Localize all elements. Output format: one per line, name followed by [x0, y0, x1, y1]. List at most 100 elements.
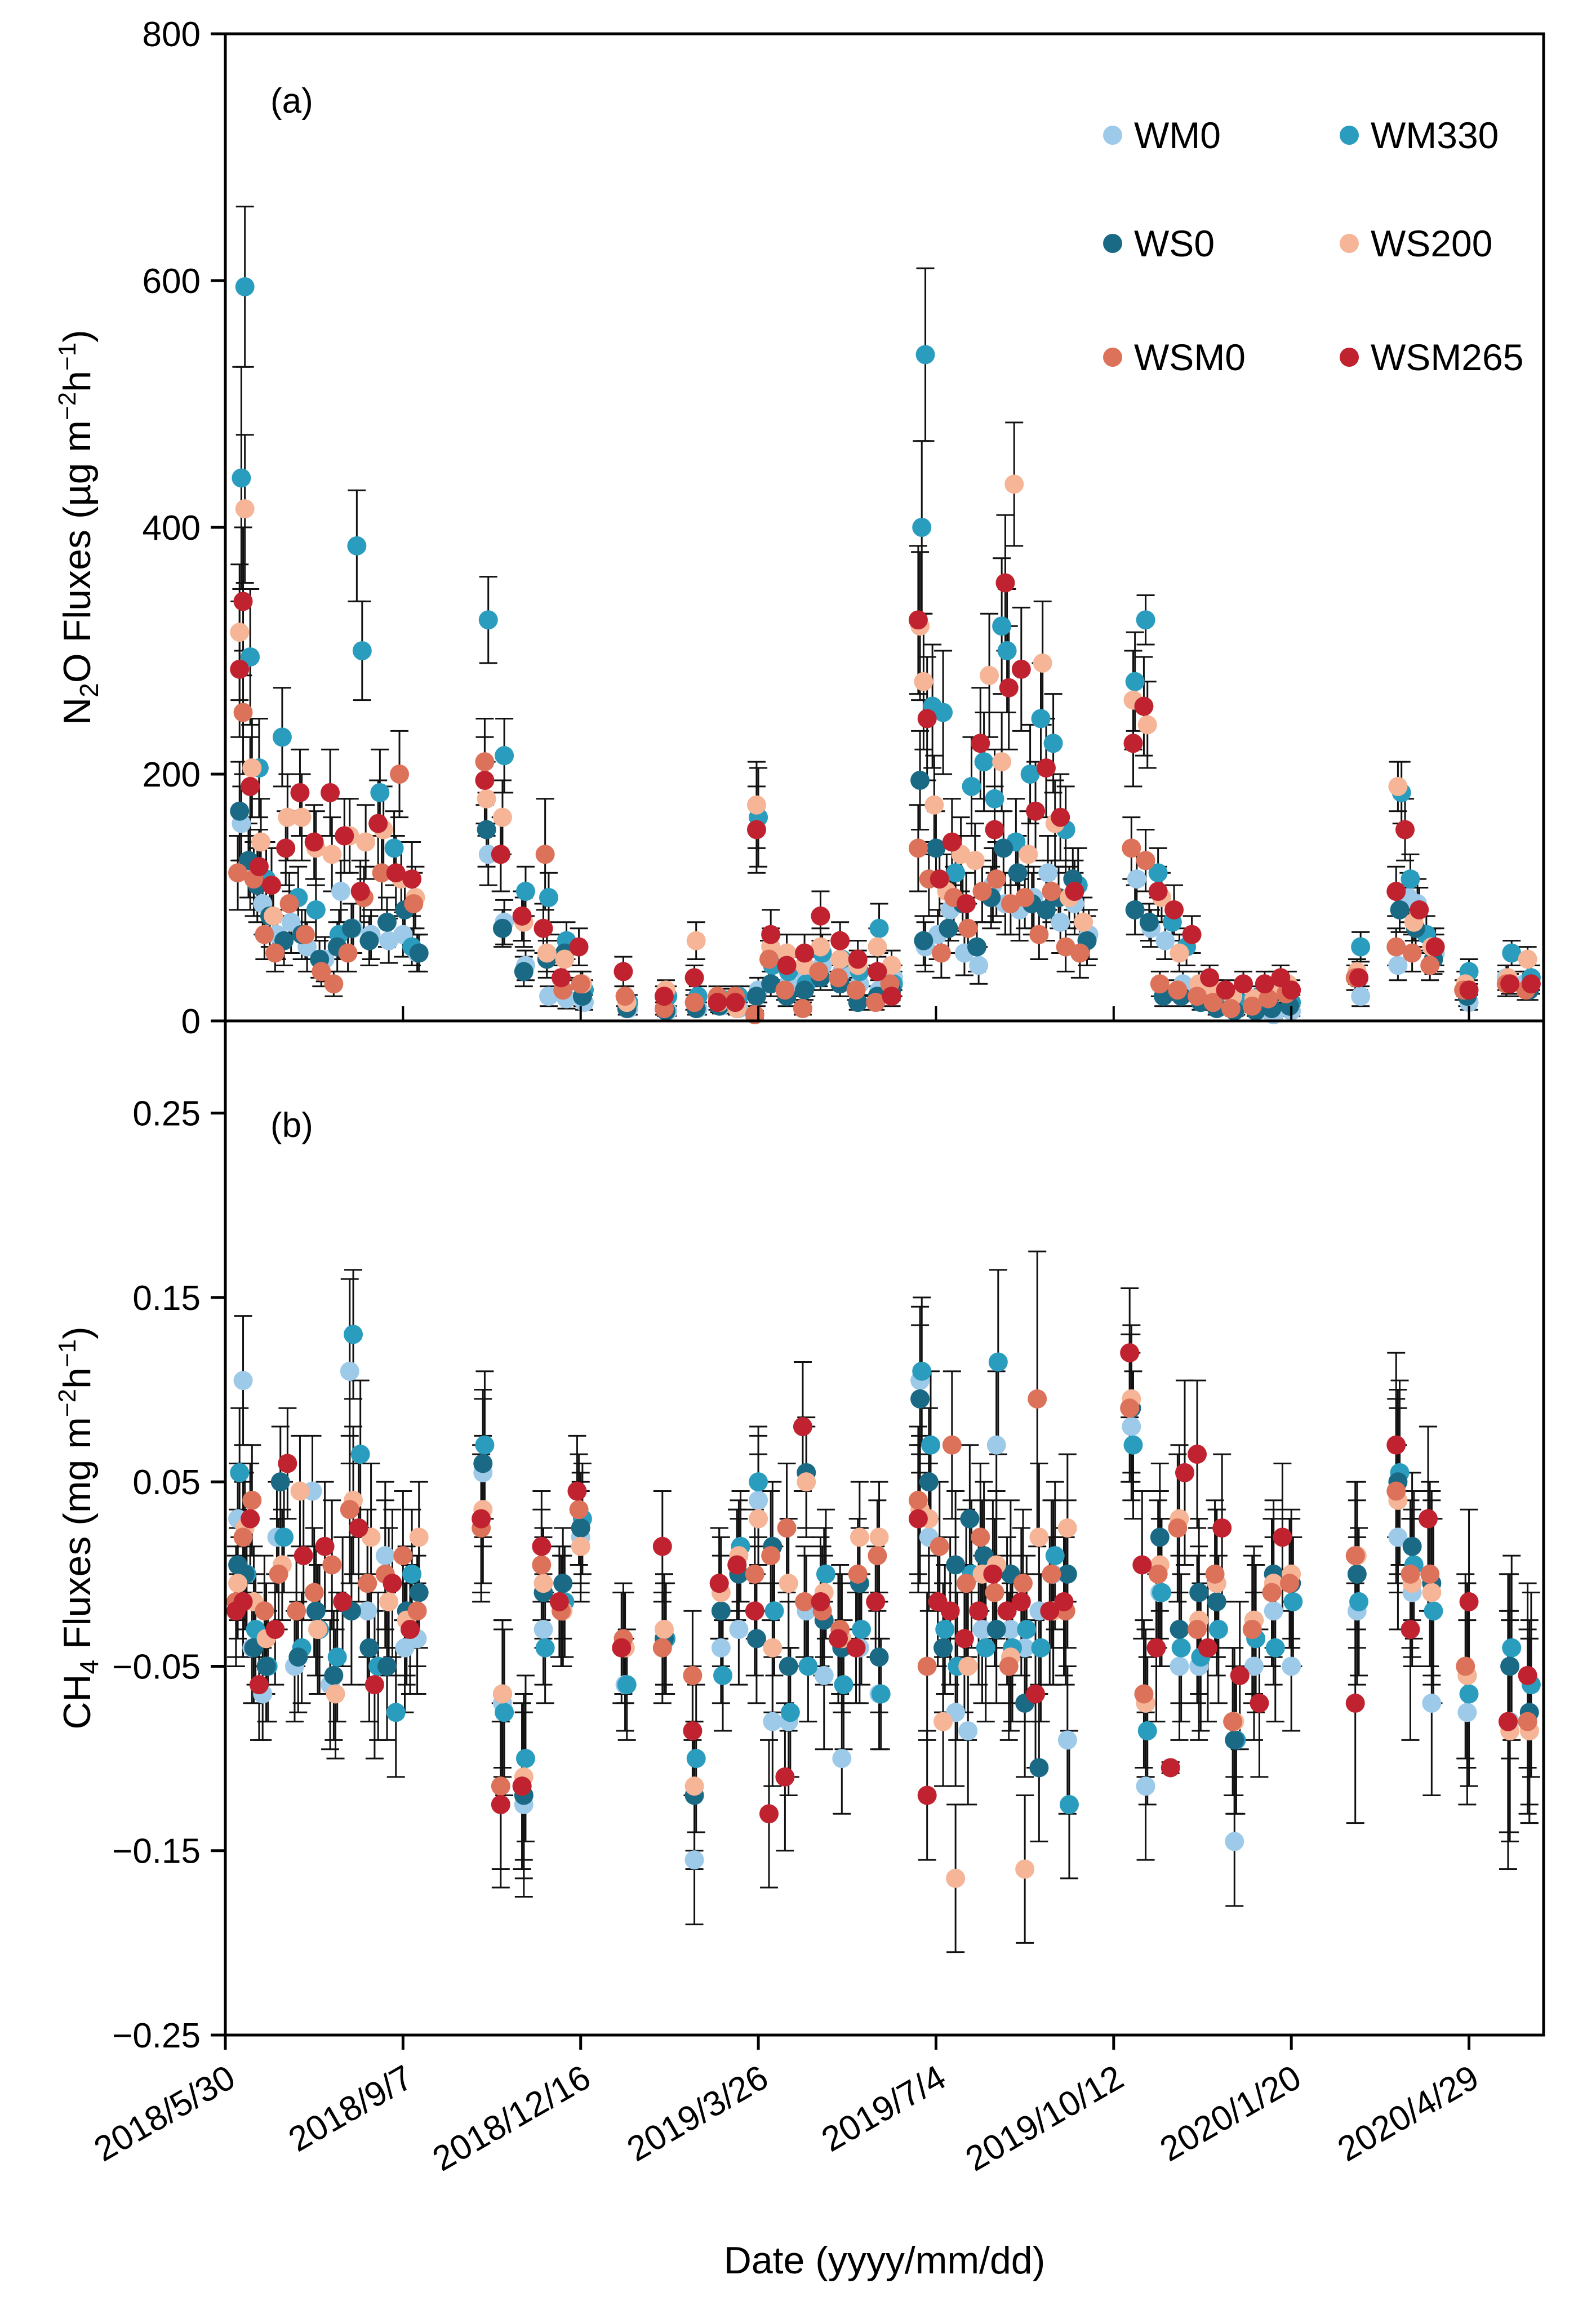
panel-b-point-wsm265	[233, 1592, 253, 1611]
panel-a-point-wsm265	[350, 882, 370, 901]
panel-b-point-wm330	[713, 1665, 733, 1685]
panel-b-point-wsm0	[848, 1564, 868, 1584]
panel-b-point-ws0	[933, 1638, 953, 1658]
panel-b-point-wm330	[1459, 1684, 1479, 1704]
panel-a-point-wm330	[515, 882, 535, 901]
panel-a-point-wsm265	[1386, 882, 1406, 901]
panel-b-point-wsm0	[1168, 1518, 1188, 1538]
panel-b-point-wm0	[1457, 1703, 1477, 1722]
panel-a-point-ws0	[926, 838, 946, 858]
panel-b-ylabel-h: h	[56, 1367, 99, 1389]
panel-b-point-ws0	[409, 1583, 429, 1602]
panel-b-point-wsm265	[1459, 1592, 1479, 1611]
panel-b-point-ws0	[377, 1656, 397, 1676]
panel-b-point-wsm265	[1120, 1343, 1140, 1363]
panel-b-point-wm0	[1001, 1620, 1020, 1639]
panel-b-point-wsm265	[491, 1794, 510, 1814]
panel-b-point-wsm265	[1132, 1555, 1152, 1575]
panel-a-point-wsm265	[684, 968, 704, 988]
panel-a-point-wsm0	[615, 987, 635, 1006]
panel-b-point-wm0	[763, 1712, 783, 1731]
panel-a-point-ws0	[341, 918, 361, 938]
panel-b-point-wsm0	[683, 1665, 703, 1685]
panel-b-point-wsm265	[1250, 1693, 1269, 1713]
panel-a-point-wsm0	[972, 882, 992, 901]
panel-a-point-wsm0	[829, 968, 848, 988]
panel-a-point-wsm265	[868, 962, 887, 981]
legend-marker-wsm0	[1103, 348, 1122, 367]
panel-a-point-wsm265	[1395, 820, 1415, 839]
panel-b-point-ws0	[986, 1620, 1006, 1639]
panel-a-point-wsm265	[1148, 882, 1168, 901]
panel-b-point-wsm265	[917, 1785, 937, 1805]
panel-b-point-wm330	[935, 1620, 955, 1639]
panel-a-point-ws0	[967, 937, 986, 957]
panel-a-point-wsm0	[684, 993, 704, 1012]
panel-a-point-wsm265	[777, 956, 797, 975]
panel-b-point-ws0	[1189, 1583, 1209, 1602]
panel-b-point-ws200	[654, 1620, 674, 1639]
panel-b-point-wm330	[402, 1564, 422, 1584]
panel-a-point-wsm265	[1459, 980, 1479, 1000]
panel-b-point-wsm265	[759, 1804, 779, 1824]
panel-b-ytick-label: −0.05	[112, 1647, 201, 1686]
panel-a-point-wm330	[997, 641, 1017, 660]
panel-b-point-wm330	[327, 1647, 347, 1667]
panel-a-point-wsm0	[1015, 888, 1035, 907]
panel-b-ylabel-prefix: CH	[56, 1674, 99, 1729]
panel-b-point-wm0	[1282, 1656, 1301, 1676]
panel-a-point-wsm0	[1122, 838, 1141, 858]
panel-a-point-ws0	[477, 820, 496, 839]
legend: WM0 WM330 WS0 WS200 WSM0 WSM265	[1103, 114, 1523, 378]
panel-b-point-wsm0	[1242, 1620, 1262, 1639]
panel-a-point-ws0	[359, 931, 379, 950]
panel-a-point-wsm0	[279, 894, 299, 913]
panel-a-point-wm330	[1125, 672, 1145, 691]
panel-b-point-wsm0	[407, 1601, 427, 1621]
panel-b-point-wsm0	[1386, 1481, 1406, 1501]
panel-a-point-wm330	[912, 518, 932, 537]
panel-a-point-ws0	[914, 931, 933, 950]
panel-b-point-ws0	[711, 1601, 731, 1621]
panel-a-point-wsm265	[1051, 807, 1070, 827]
panel-b-point-wm330	[780, 1703, 800, 1722]
panel-a-point-wm330	[869, 918, 889, 938]
panel-a-point-wsm265	[882, 987, 901, 1006]
panel-b-point-wm330	[988, 1352, 1008, 1372]
panel-b-point-wsm265	[1498, 1712, 1518, 1731]
panel-b-point-wsm265	[745, 1601, 764, 1621]
panel-a-point-wm0	[969, 956, 989, 975]
panel-b-point-wm0	[1170, 1656, 1189, 1676]
panel-a-point-ws0	[746, 987, 766, 1006]
panel-b-point-ws200	[409, 1527, 429, 1547]
panel-a-ytick-label: 600	[143, 262, 201, 301]
panel-a-point-wsm0	[1386, 937, 1406, 957]
panel-a-point-wsm0	[535, 845, 555, 864]
panel-a-point-wsm265	[746, 820, 766, 839]
panel-b-point-wm330	[1031, 1638, 1051, 1658]
panel-a-point-wsm0	[312, 962, 331, 981]
panel-b-point-wsm265	[940, 1601, 960, 1621]
panel-a-point-wsm0	[1188, 987, 1207, 1006]
panel-b-point-ws0	[1225, 1730, 1244, 1750]
panel-a-point-wsm0	[1150, 974, 1170, 994]
panel-a-point-wsm0	[404, 894, 424, 913]
panel-a-point-ws200	[555, 949, 575, 969]
legend-marker-wm0	[1103, 126, 1122, 145]
panel-a-ylabel-mid: O Fluxes (µg m	[56, 420, 99, 683]
panel-b-ytick-label: 0.25	[132, 1095, 201, 1134]
panel-a-point-wm0	[1155, 931, 1175, 950]
panel-b-point-wm0	[340, 1361, 359, 1381]
panel-b-point-wm330	[344, 1325, 363, 1344]
panel-a-point-wsm265	[475, 770, 495, 790]
panel-a-ylabel-sub: 2	[74, 683, 104, 698]
panel-b-ylabel-sup1: −2	[54, 1389, 81, 1417]
panel-a-point-ws200	[924, 795, 944, 815]
panel-a-n2o: 0 200 400 600 800 (a) N2O Fluxes (µg m−2h−1)…	[54, 15, 1545, 1041]
panel-b-point-wm330	[230, 1463, 250, 1482]
panel-a-point-wsm265	[1234, 974, 1253, 994]
panel-b-point-wsm0	[393, 1546, 413, 1566]
panel-b-point-ws0	[1500, 1656, 1520, 1676]
legend-marker-wm330	[1340, 126, 1359, 145]
panel-b-point-wsm0	[1028, 1389, 1047, 1409]
